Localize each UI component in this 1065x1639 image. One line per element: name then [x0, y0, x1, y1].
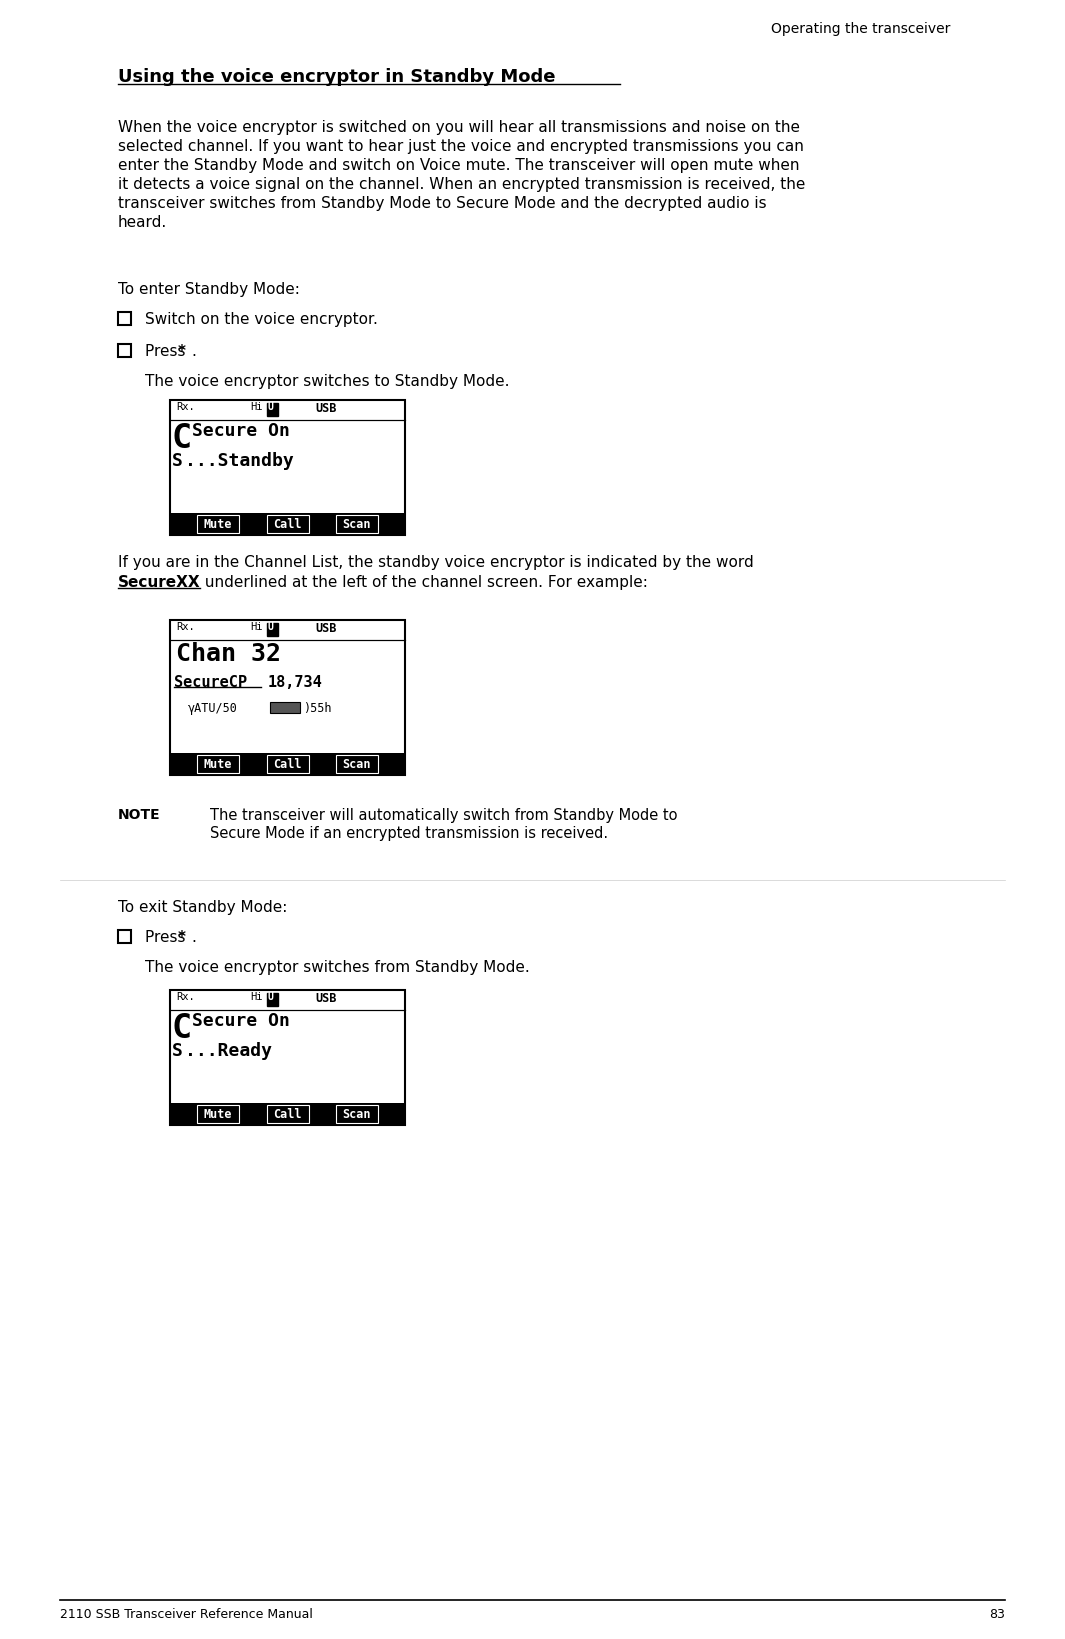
Bar — [335, 515, 378, 533]
Text: Chan 32: Chan 32 — [176, 642, 281, 665]
Text: To exit Standby Mode:: To exit Standby Mode: — [118, 900, 288, 915]
Text: Call: Call — [274, 757, 301, 770]
Bar — [170, 990, 405, 1124]
Text: The voice encryptor switches from Standby Mode.: The voice encryptor switches from Standb… — [145, 960, 529, 975]
Text: USB: USB — [315, 402, 337, 415]
Bar — [118, 929, 131, 942]
Bar — [170, 400, 405, 534]
Bar — [170, 513, 405, 534]
Text: USB: USB — [315, 992, 337, 1005]
Text: Operating the transceiver: Operating the transceiver — [771, 21, 950, 36]
Bar — [197, 1105, 240, 1123]
Text: *: * — [178, 929, 186, 946]
Text: γATU/50: γATU/50 — [189, 701, 237, 715]
Text: S: S — [173, 452, 183, 470]
Text: .: . — [191, 344, 196, 359]
Text: transceiver switches from Standby Mode to Secure Mode and the decrypted audio is: transceiver switches from Standby Mode t… — [118, 197, 767, 211]
Text: Call: Call — [274, 518, 301, 531]
Text: Switch on the voice encryptor.: Switch on the voice encryptor. — [145, 311, 378, 328]
Text: Hi: Hi — [250, 402, 262, 411]
Bar — [197, 515, 240, 533]
Text: Press: Press — [145, 929, 191, 946]
Text: *: * — [178, 344, 186, 359]
Bar — [267, 993, 278, 1006]
Text: .: . — [191, 929, 196, 946]
Text: Hi: Hi — [250, 621, 262, 633]
Text: U: U — [267, 992, 274, 1001]
Text: underlined at the left of the channel screen. For example:: underlined at the left of the channel sc… — [200, 575, 648, 590]
Text: Scan: Scan — [343, 518, 371, 531]
Text: Secure On: Secure On — [192, 1011, 290, 1029]
Text: 18,734: 18,734 — [268, 675, 323, 690]
Text: U: U — [267, 621, 274, 633]
Bar — [335, 756, 378, 774]
Text: Rx.: Rx. — [176, 621, 195, 633]
Text: If you are in the Channel List, the standby voice encryptor is indicated by the : If you are in the Channel List, the stan… — [118, 556, 754, 570]
Text: Press: Press — [145, 344, 191, 359]
Text: SecureCP: SecureCP — [174, 675, 247, 690]
Bar — [170, 752, 405, 775]
Text: Mute: Mute — [204, 757, 232, 770]
Text: USB: USB — [315, 621, 337, 634]
Text: C: C — [173, 421, 192, 456]
Text: 83: 83 — [989, 1608, 1005, 1621]
Text: Secure Mode if an encrypted transmission is received.: Secure Mode if an encrypted transmission… — [210, 826, 608, 841]
Text: ...Ready: ...Ready — [185, 1042, 272, 1060]
Bar — [118, 311, 131, 325]
Text: Secure On: Secure On — [192, 421, 290, 439]
Bar — [197, 756, 240, 774]
Text: Scan: Scan — [343, 757, 371, 770]
Bar — [118, 344, 131, 357]
Text: 2110 SSB Transceiver Reference Manual: 2110 SSB Transceiver Reference Manual — [60, 1608, 313, 1621]
Text: )55h: )55h — [304, 701, 331, 715]
Bar — [170, 1103, 405, 1124]
Text: Hi: Hi — [250, 992, 262, 1001]
Text: To enter Standby Mode:: To enter Standby Mode: — [118, 282, 300, 297]
Text: Scan: Scan — [343, 1108, 371, 1121]
Text: Mute: Mute — [204, 1108, 232, 1121]
Bar — [267, 623, 278, 636]
Text: SecureXX: SecureXX — [118, 575, 200, 590]
Text: Rx.: Rx. — [176, 402, 195, 411]
Bar — [266, 756, 309, 774]
Text: Call: Call — [274, 1108, 301, 1121]
Text: Mute: Mute — [204, 518, 232, 531]
Text: Using the voice encryptor in Standby Mode: Using the voice encryptor in Standby Mod… — [118, 67, 556, 85]
Bar — [170, 620, 405, 775]
Text: selected channel. If you want to hear just the voice and encrypted transmissions: selected channel. If you want to hear ju… — [118, 139, 804, 154]
Text: The voice encryptor switches to Standby Mode.: The voice encryptor switches to Standby … — [145, 374, 509, 388]
Text: enter the Standby Mode and switch on Voice mute. The transceiver will open mute : enter the Standby Mode and switch on Voi… — [118, 157, 800, 174]
Text: Rx.: Rx. — [176, 992, 195, 1001]
Text: U: U — [267, 402, 274, 411]
Text: C: C — [173, 1011, 192, 1046]
Bar — [271, 701, 300, 713]
Text: The transceiver will automatically switch from Standby Mode to: The transceiver will automatically switc… — [210, 808, 677, 823]
Text: When the voice encryptor is switched on you will hear all transmissions and nois: When the voice encryptor is switched on … — [118, 120, 800, 134]
Bar — [267, 403, 278, 416]
Text: NOTE: NOTE — [118, 808, 161, 823]
Bar — [266, 1105, 309, 1123]
Text: it detects a voice signal on the channel. When an encrypted transmission is rece: it detects a voice signal on the channel… — [118, 177, 805, 192]
Text: S: S — [173, 1042, 183, 1060]
Bar — [266, 515, 309, 533]
Text: heard.: heard. — [118, 215, 167, 229]
Text: ...Standby: ...Standby — [185, 452, 294, 470]
Bar — [335, 1105, 378, 1123]
